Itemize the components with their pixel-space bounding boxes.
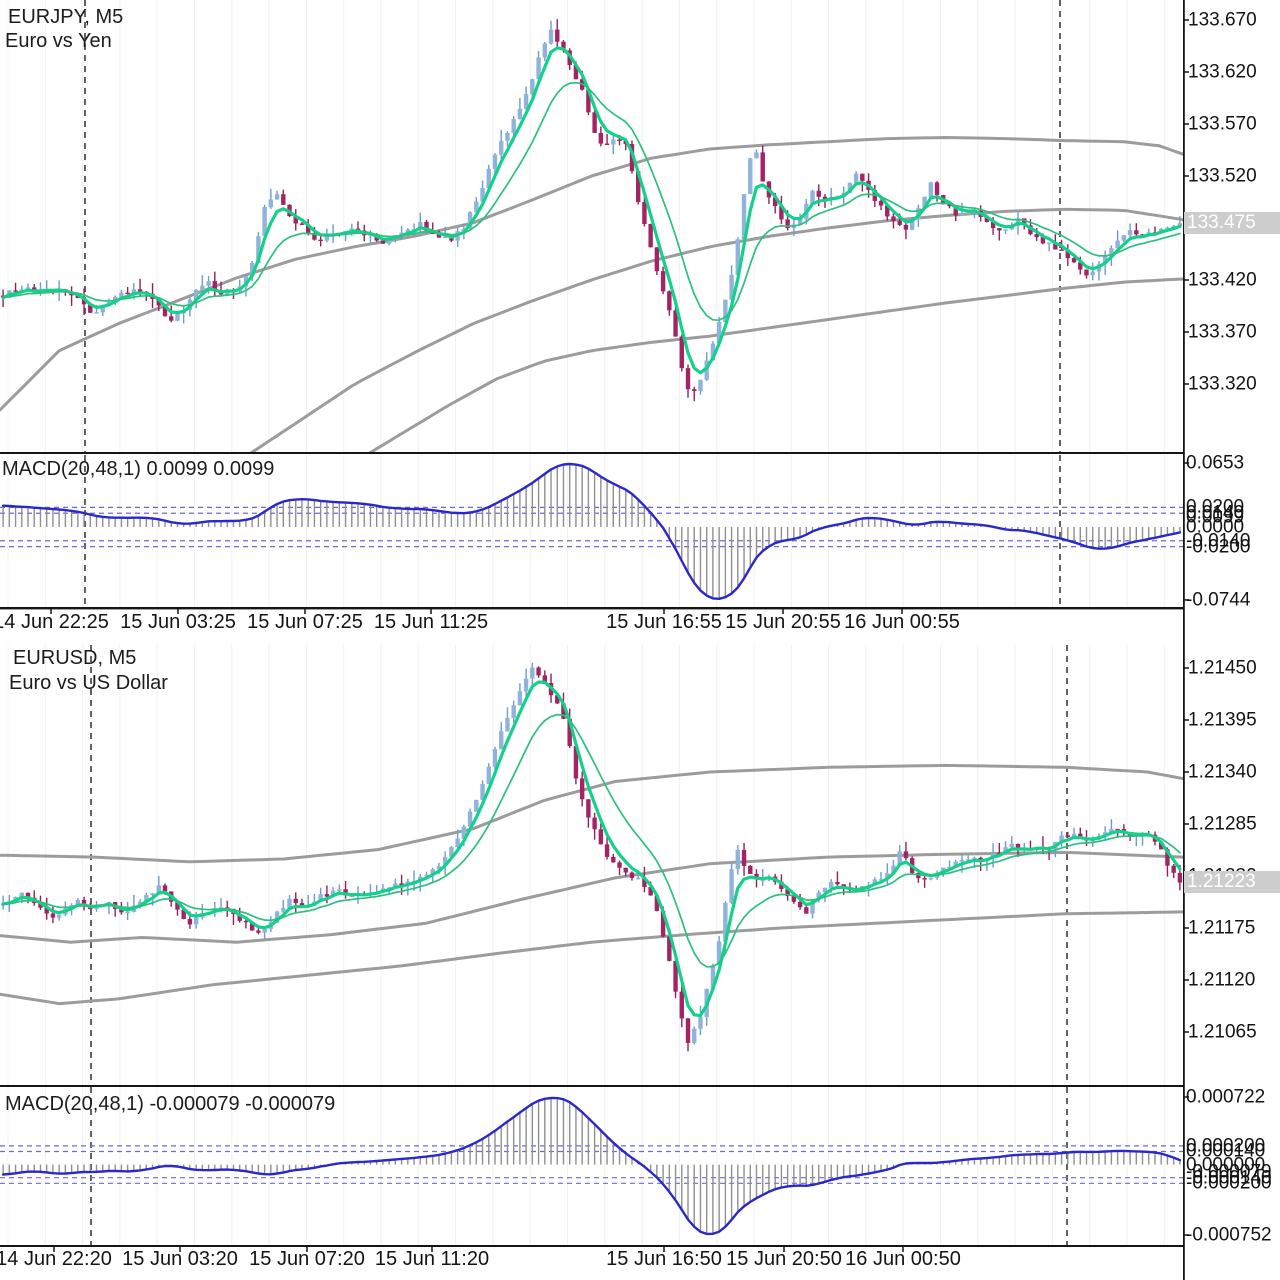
macd-axis-max-label: 0.0653 — [1186, 452, 1245, 474]
time-axis-label: 15 Jun 11:20 — [374, 1248, 490, 1270]
time-axis-label: 15 Jun 16:55 — [606, 611, 722, 633]
price-axis-label: 133.620 — [1188, 61, 1257, 83]
time-axis-label: 15 Jun 07:25 — [247, 611, 363, 633]
macd-axis-min-label: -0.000752 — [1186, 1224, 1272, 1246]
price-axis-label: 133.420 — [1188, 269, 1257, 291]
price-axis-label: 1.21450 — [1188, 657, 1257, 679]
eurusd-macd-label: MACD(20,48,1) -0.000079 -0.000079 — [5, 1093, 336, 1115]
time-axis-label: 15 Jun 07:20 — [249, 1248, 365, 1270]
macd-level-label: -0.0140 — [1186, 530, 1251, 552]
macd-level-label: 0.000200 — [1186, 1135, 1266, 1157]
macd-level-label: 0.000000 — [1186, 1154, 1266, 1176]
price-axis-label: 133.320 — [1188, 373, 1257, 395]
macd-level-label: 0.000140 — [1186, 1140, 1266, 1162]
price-axis-label: 1.21120 — [1188, 969, 1256, 991]
eurusd-title: EURUSD, M5 — [13, 647, 137, 669]
time-axis-label: 16 Jun 00:50 — [845, 1248, 961, 1270]
price-axis-label: 1.21285 — [1188, 813, 1257, 835]
macd-level-label: 0.0200 — [1186, 496, 1245, 518]
macd-axis-min-label: -0.0744 — [1186, 589, 1251, 611]
macd-level-label: 0.0140 — [1186, 502, 1245, 524]
eurjpy-current-price-badge: 133.475 — [1184, 212, 1280, 234]
time-axis-label: 15 Jun 03:25 — [120, 611, 236, 633]
time-axis-label: 15 Jun 03:20 — [122, 1248, 238, 1270]
time-axis-label: 16 Jun 00:55 — [844, 611, 960, 633]
price-axis-label: 1.21395 — [1188, 709, 1257, 731]
time-axis-label: 14 Jun 22:20 — [0, 1248, 112, 1270]
price-axis-label: 1.21065 — [1188, 1021, 1257, 1043]
eurusd-subtitle: Euro vs US Dollar — [9, 672, 168, 694]
time-axis-label: 15 Jun 20:55 — [725, 611, 841, 633]
macd-level-label: -0.0200 — [1186, 536, 1251, 558]
macd-current-value-label: -0.000079 — [1186, 1161, 1272, 1183]
time-axis-label: 15 Jun 20:50 — [726, 1248, 842, 1270]
price-axis-label: 133.670 — [1188, 9, 1257, 31]
time-axis-label: 15 Jun 11:25 — [373, 611, 489, 633]
price-axis-label: 133.570 — [1188, 113, 1257, 135]
price-axis-label: 133.520 — [1188, 165, 1257, 187]
eurjpy-title: EURJPY, M5 — [8, 6, 124, 28]
eurjpy-macd-label: MACD(20,48,1) 0.0099 0.0099 — [2, 458, 275, 480]
macd-level-label: -0.000200 — [1186, 1172, 1272, 1194]
price-axis-label: 1.21175 — [1188, 917, 1256, 939]
macd-level-label: 0.0000 — [1186, 516, 1245, 538]
macd-current-value-label: 0.0099 — [1186, 506, 1245, 528]
price-axis-label: 1.21340 — [1188, 761, 1257, 783]
time-axis-label: 14 Jun 22:25 — [0, 611, 109, 633]
price-axis-label: 133.370 — [1188, 321, 1257, 343]
eurjpy-subtitle: Euro vs Yen — [5, 30, 112, 52]
macd-level-label: -0.000140 — [1186, 1167, 1272, 1189]
time-axis-label: 15 Jun 16:50 — [606, 1248, 722, 1270]
macd-axis-max-label: 0.000722 — [1186, 1086, 1266, 1108]
eurusd-current-price-badge: 1.21223 — [1184, 871, 1280, 893]
